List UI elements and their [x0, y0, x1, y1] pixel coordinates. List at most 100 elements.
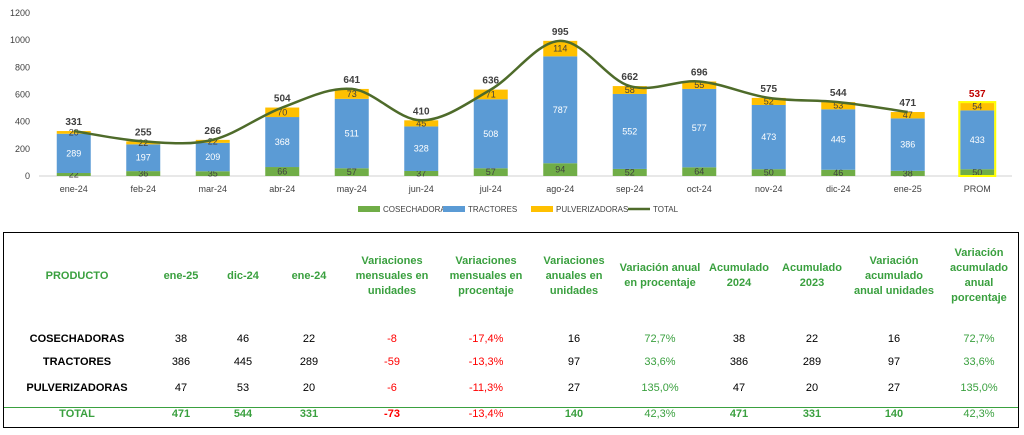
- legend-swatch-tractores: [443, 206, 465, 212]
- table-cell: 72,7%: [644, 333, 676, 345]
- total-label: 331: [65, 117, 82, 128]
- data-label: 46: [833, 168, 843, 178]
- table-cell: 97: [887, 356, 901, 368]
- table-cell: 16: [887, 333, 901, 345]
- x-tick-label: sep-24: [616, 184, 644, 194]
- total-label: 636: [482, 76, 499, 87]
- bar-pulverizadoras: [473, 89, 508, 100]
- table-cell: -13,4%: [468, 408, 504, 420]
- total-label: 266: [204, 126, 221, 137]
- bar-tractores: [473, 99, 508, 169]
- table-cell: -6: [387, 382, 397, 394]
- data-label: 55: [694, 80, 704, 90]
- bar-pulverizadoras: [126, 141, 161, 145]
- data-label: 445: [831, 135, 846, 145]
- table-cell: 289: [299, 356, 319, 368]
- table-cell: 47: [174, 382, 188, 394]
- stacked-bar-chart: 0 200 400 600 800 1000 1200 22 289 20 331 ene-24 36 1…: [10, 8, 1012, 214]
- bar-tractores: [890, 118, 925, 171]
- table-cell: 22: [805, 333, 819, 345]
- legend-swatch-pulverizadoras: [531, 206, 553, 212]
- y-tick-label: 800: [15, 62, 30, 72]
- data-label: 197: [136, 153, 151, 163]
- data-label: 209: [205, 152, 220, 162]
- table-cell: 544: [233, 408, 253, 420]
- header-acumulado-2023: Acumulado 2023: [782, 262, 842, 289]
- x-tick-label: nov-24: [755, 184, 783, 194]
- data-label: 473: [761, 132, 776, 142]
- bar-cosechadoras: [821, 169, 856, 176]
- table-cell: 16: [567, 333, 581, 345]
- total-label: 410: [413, 106, 430, 117]
- data-label: 552: [622, 126, 637, 136]
- legend-label: COSECHADORAS: [383, 205, 451, 214]
- data-label: 66: [277, 167, 287, 177]
- x-tick-label: ago-24: [546, 184, 574, 194]
- data-label: 20: [69, 127, 79, 137]
- header-var-mensual-unidades: Variaciones mensuales en unidades: [355, 254, 429, 297]
- table-cell: 445: [233, 356, 253, 368]
- legend-swatch-cosechadoras: [358, 206, 380, 212]
- table-header-row: PRODUCTO ene-25 dic-24 ene-24 Variacione…: [4, 233, 1020, 319]
- bar-cosechadoras: [265, 167, 300, 176]
- bar-pulverizadoras: [960, 103, 995, 111]
- y-tick-label: 200: [15, 144, 30, 154]
- total-label: 504: [274, 94, 291, 105]
- data-label: 70: [277, 107, 287, 117]
- data-label: 73: [347, 89, 357, 99]
- legend-label: PULVERIZADORAS: [556, 205, 628, 214]
- total-label: 662: [621, 72, 638, 83]
- header-var-mensual-porcentaje: Variaciones mensuales en procentaje: [449, 254, 523, 297]
- row-product-label: COSECHADORAS: [29, 333, 125, 345]
- x-tick-label: jul-24: [479, 184, 502, 194]
- summary-table: PRODUCTO ene-25 dic-24 ene-24 Variacione…: [3, 232, 1019, 428]
- bar-tractores: [612, 93, 647, 169]
- data-label: 52: [764, 96, 774, 106]
- total-label: 537: [969, 89, 986, 100]
- bar-pulverizadoras: [751, 97, 786, 105]
- table-cell: 42,3%: [644, 408, 676, 420]
- table-row: PULVERIZADORAS 47 53 20 -6 -11,3% 27 135,0% 47 20…: [4, 375, 1020, 401]
- table-cell: 20: [805, 382, 819, 394]
- data-label: 71: [486, 89, 496, 99]
- bar-tractores: [543, 56, 578, 164]
- bar-tractores: [265, 117, 300, 168]
- table-cell: -8: [387, 333, 397, 345]
- bar-pulverizadoras: [890, 112, 925, 119]
- bar-cosechadoras: [890, 170, 925, 176]
- table-cell: 27: [567, 382, 581, 394]
- bar-pulverizadoras: [821, 102, 856, 110]
- bar-pulverizadoras: [404, 120, 439, 127]
- data-label: 386: [900, 140, 915, 150]
- total-label: 544: [830, 88, 847, 99]
- total-row: TOTAL 471 544 331 -73 -13,4% 140 42,3% 471 331 140…: [4, 401, 1020, 427]
- bar-pulverizadoras: [195, 139, 230, 143]
- table-cell: -17,4%: [468, 333, 504, 345]
- x-tick-label: may-24: [337, 184, 367, 194]
- bar-cosechadoras: [543, 163, 578, 176]
- data-label: 511: [345, 129, 359, 139]
- header-ene-24: ene-24: [291, 269, 327, 282]
- table-cell: 33,6%: [644, 356, 676, 368]
- table-cell: 140: [564, 408, 584, 420]
- table-cell: 97: [567, 356, 581, 368]
- data-label: 508: [483, 129, 498, 139]
- legend-label: TOTAL: [653, 205, 679, 214]
- bar-tractores: [960, 110, 995, 170]
- x-tick-label: mar-24: [198, 184, 227, 194]
- bar-cosechadoras: [334, 168, 369, 176]
- x-tick-label: feb-24: [130, 184, 156, 194]
- total-label: 575: [760, 84, 777, 95]
- bar-cosechadoras: [56, 173, 91, 176]
- total-label: 471: [899, 98, 916, 109]
- data-label: 57: [347, 167, 357, 177]
- data-label: 37: [416, 168, 426, 178]
- data-label: 53: [833, 101, 843, 111]
- row-product-label: TRACTORES: [42, 356, 112, 368]
- table-cell: 47: [732, 382, 746, 394]
- total-label: 995: [552, 27, 569, 38]
- bar-pulverizadoras: [334, 88, 369, 99]
- bar-tractores: [334, 98, 369, 169]
- y-tick-label: 1200: [10, 8, 30, 18]
- bar-tractores: [126, 144, 161, 172]
